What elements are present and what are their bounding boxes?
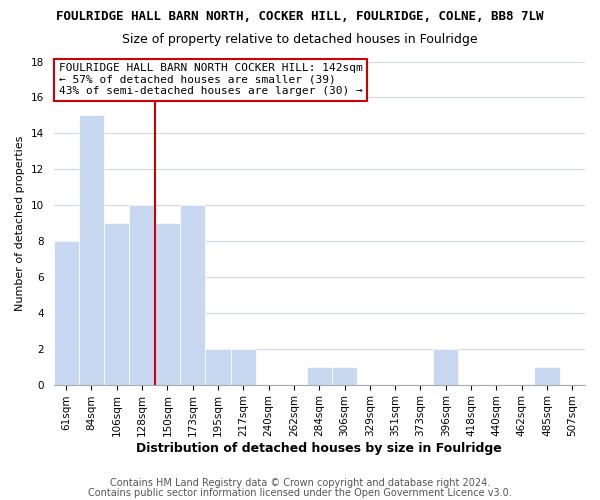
Bar xyxy=(53,241,79,384)
Y-axis label: Number of detached properties: Number of detached properties xyxy=(15,136,25,310)
Bar xyxy=(79,116,104,384)
Bar xyxy=(332,366,357,384)
Bar xyxy=(104,223,130,384)
Bar xyxy=(230,348,256,384)
Bar xyxy=(433,348,458,384)
Bar xyxy=(307,366,332,384)
Bar xyxy=(535,366,560,384)
Bar xyxy=(180,205,205,384)
Bar xyxy=(155,223,180,384)
Text: Contains HM Land Registry data © Crown copyright and database right 2024.: Contains HM Land Registry data © Crown c… xyxy=(110,478,490,488)
Text: Contains public sector information licensed under the Open Government Licence v3: Contains public sector information licen… xyxy=(88,488,512,498)
Bar xyxy=(205,348,230,384)
Text: FOULRIDGE HALL BARN NORTH COCKER HILL: 142sqm
← 57% of detached houses are small: FOULRIDGE HALL BARN NORTH COCKER HILL: 1… xyxy=(59,63,362,96)
Text: FOULRIDGE HALL BARN NORTH, COCKER HILL, FOULRIDGE, COLNE, BB8 7LW: FOULRIDGE HALL BARN NORTH, COCKER HILL, … xyxy=(56,10,544,23)
X-axis label: Distribution of detached houses by size in Foulridge: Distribution of detached houses by size … xyxy=(136,442,502,455)
Bar xyxy=(130,205,155,384)
Text: Size of property relative to detached houses in Foulridge: Size of property relative to detached ho… xyxy=(122,32,478,46)
